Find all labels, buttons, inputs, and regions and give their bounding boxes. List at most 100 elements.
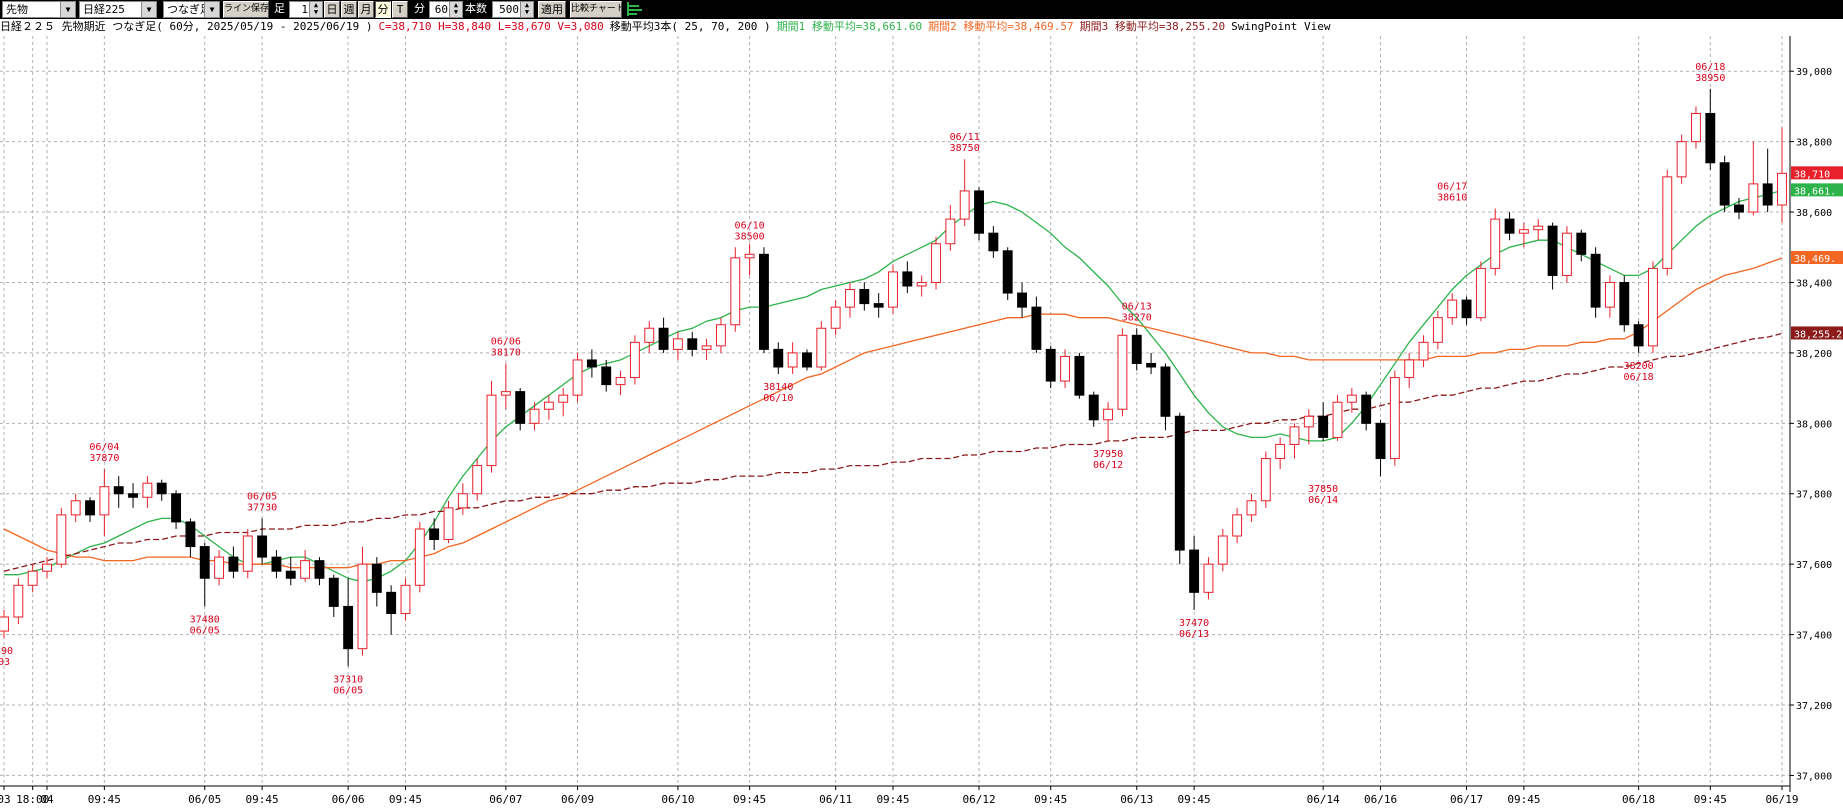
candle-body — [371, 563, 382, 593]
candle — [429, 518, 440, 551]
candle — [13, 578, 24, 625]
candle-body — [615, 377, 626, 386]
candle — [185, 518, 196, 558]
candle-body — [300, 560, 311, 579]
candle-body — [1275, 443, 1286, 460]
count-input[interactable]: 500 ▲ ▼ — [492, 1, 534, 18]
candle-body — [1576, 232, 1587, 255]
candle-body — [1748, 183, 1759, 213]
candle-body — [1217, 535, 1228, 565]
swing-label-top: 06/11 — [950, 132, 980, 143]
candle-body — [142, 482, 153, 498]
candle-body — [916, 281, 927, 287]
candle-body — [1146, 362, 1157, 368]
y-tick-label: 37,200 — [1796, 701, 1832, 712]
candle-body — [257, 535, 268, 558]
span-input[interactable]: 1 ▲ ▼ — [289, 1, 323, 18]
candle — [1619, 275, 1630, 332]
spinner-icon[interactable]: ▲ ▼ — [309, 2, 322, 17]
candle-body — [1232, 514, 1243, 537]
candle — [343, 578, 354, 667]
y-tick-label: 38,800 — [1796, 138, 1832, 149]
candle-body — [1160, 366, 1171, 417]
candle — [214, 550, 225, 586]
y-tick-label: 37,800 — [1796, 490, 1832, 501]
candle-body — [816, 327, 827, 368]
tick-button[interactable]: T — [392, 1, 408, 18]
candle — [386, 585, 397, 635]
candle — [1748, 141, 1759, 216]
swing-label-bottom: 38170 — [491, 347, 521, 358]
candle — [1648, 261, 1658, 353]
candle — [601, 359, 612, 392]
candle — [1074, 352, 1085, 399]
y-tick-label: 38,200 — [1796, 349, 1832, 360]
candle-body — [386, 591, 397, 614]
x-tick-label: 06/09 — [561, 793, 594, 806]
spinner-icon[interactable]: ▲ ▼ — [449, 2, 462, 17]
candle — [1561, 226, 1572, 283]
ma2-readout: 期間2 移動平均=38,469.57 — [928, 20, 1074, 33]
minutes-input[interactable]: 60 ▲ ▼ — [429, 1, 463, 18]
swing-label-bottom: 03 — [0, 657, 10, 668]
candle-body — [328, 577, 339, 607]
candle-body — [1060, 355, 1071, 382]
candle-body — [974, 190, 984, 234]
candle — [1418, 335, 1429, 367]
candle — [486, 381, 497, 473]
market-select[interactable]: 先物 ▼ — [2, 1, 76, 18]
candle — [457, 483, 468, 515]
compare-chart-button[interactable]: 比較チャート — [570, 1, 622, 18]
candle — [0, 609, 9, 639]
candle — [1777, 127, 1787, 223]
swing-label-top: 38200 — [1624, 361, 1654, 372]
candle-body — [314, 560, 325, 579]
candle-body — [1533, 225, 1544, 231]
candle-body — [1260, 458, 1271, 502]
price-tag-label: 38,661. — [1794, 186, 1836, 197]
candle-body — [715, 324, 726, 347]
chart-type-select[interactable]: つなぎ足 ▼ — [163, 1, 220, 18]
x-tick-label: 06/19 — [1765, 793, 1798, 806]
candle-body — [13, 584, 24, 618]
candle — [959, 159, 970, 227]
spinner-icon[interactable]: ▲ ▼ — [520, 2, 533, 17]
candle — [228, 546, 239, 579]
candle-body — [1045, 348, 1056, 382]
candle-body — [199, 546, 210, 579]
swing-label-bottom: 06/18 — [1624, 372, 1654, 383]
x-tick-label: 06/18 — [1622, 793, 1655, 806]
apply-button[interactable]: 適用 — [538, 1, 566, 18]
view-mode-label: SwingPoint View — [1231, 20, 1331, 33]
swing-label-bottom: 38950 — [1695, 73, 1725, 84]
price-tag: 38,661. — [1791, 183, 1843, 197]
candle — [543, 395, 554, 420]
swing-label-bottom: 38610 — [1437, 193, 1467, 204]
price-tag-box — [1791, 183, 1843, 197]
swing-label-top: 37950 — [1093, 449, 1123, 460]
candle-body — [802, 352, 812, 368]
candle-body — [1705, 112, 1716, 164]
line-save-button[interactable]: ライン保存 — [223, 1, 269, 18]
week-button[interactable]: 週 — [341, 1, 357, 18]
swing-label-bottom: 38270 — [1122, 312, 1152, 323]
candle-body — [601, 366, 612, 386]
candle — [1174, 412, 1185, 565]
swing-label-top: 37480 — [190, 614, 220, 625]
month-button[interactable]: 月 — [358, 1, 374, 18]
minute-button[interactable]: 分 — [375, 1, 391, 18]
candle-body — [1662, 176, 1673, 269]
price-tag-label: 38,255.2 — [1794, 329, 1842, 340]
candle-body — [1017, 292, 1027, 308]
candle-body — [56, 514, 67, 565]
day-button[interactable]: 日 — [324, 1, 340, 18]
symbol-select[interactable]: 日経225 ▼ — [79, 1, 157, 18]
candle — [1246, 493, 1257, 522]
chart-settings-icon[interactable] — [626, 1, 644, 18]
x-tick-label: 06/13 — [1120, 793, 1153, 806]
candle — [988, 226, 999, 258]
ma3-readout: 期間3 移動平均=38,255.20 — [1079, 20, 1226, 33]
swing-label-bottom: 06/05 — [333, 685, 363, 696]
candle — [1361, 391, 1372, 431]
